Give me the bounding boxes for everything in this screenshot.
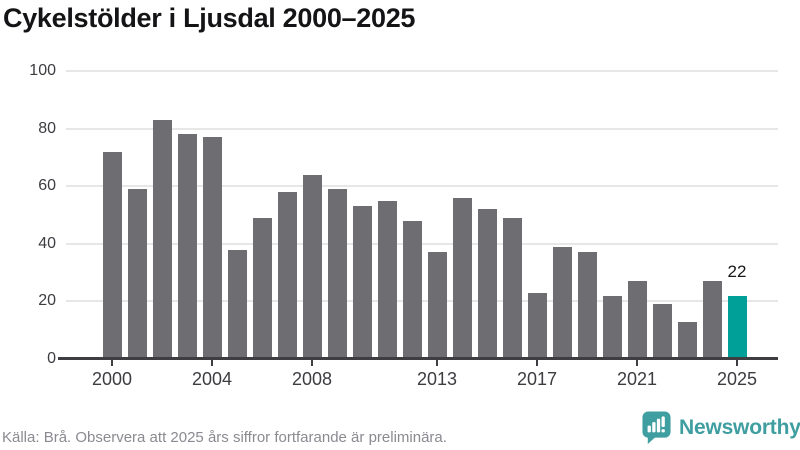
bar-2005: [228, 250, 247, 359]
bar-2006: [253, 218, 272, 359]
bar-2013: [428, 252, 447, 359]
bar-2007: [278, 192, 297, 359]
bar-2001: [128, 189, 147, 359]
x-axis-tick-2013: [436, 360, 438, 366]
x-axis-tick-label: 2000: [91, 369, 133, 389]
bar-2023: [678, 322, 697, 359]
newsworthy-logo-text: Newsworthy: [679, 415, 800, 439]
gridline-y-20: [66, 300, 778, 302]
bar-2025: [728, 296, 747, 359]
x-axis-tick-label: 2025: [716, 369, 758, 389]
bar-2008: [303, 175, 322, 359]
gridline-y-40: [66, 243, 778, 245]
newsworthy-logo[interactable]: Newsworthy: [641, 410, 800, 445]
y-axis-tick-label: 20: [38, 292, 56, 309]
bar-2000: [103, 152, 122, 359]
bar-2003: [178, 134, 197, 359]
bar-2015: [478, 209, 497, 359]
y-axis-tick-label: 0: [47, 350, 56, 367]
bar-2016: [503, 218, 522, 359]
x-axis-tick-label: 2004: [191, 369, 233, 389]
source-note: Källa: Brå. Observera att 2025 års siffr…: [2, 429, 447, 446]
bar-2022: [653, 304, 672, 359]
bar-2011: [378, 201, 397, 359]
bar-2017: [528, 293, 547, 359]
x-axis-tick-label: 2013: [416, 369, 458, 389]
x-axis-tick-label: 2017: [516, 369, 558, 389]
x-axis-tick-label: 2021: [616, 369, 658, 389]
x-axis-tick-2000: [111, 360, 113, 366]
x-axis-tick-2017: [536, 360, 538, 366]
bar-2004: [203, 137, 222, 359]
highlight-value-label: 22: [727, 262, 747, 281]
bar-2018: [553, 247, 572, 359]
gridline-y-100: [66, 70, 778, 72]
x-axis-tick-2025: [736, 360, 738, 366]
bar-2019: [578, 252, 597, 359]
bar-2020: [603, 296, 622, 359]
y-axis-tick-label: 60: [38, 177, 56, 194]
y-axis-tick-label: 40: [38, 235, 56, 252]
bar-2009: [328, 189, 347, 359]
x-axis-line: [58, 357, 778, 360]
x-axis-tick-2004: [211, 360, 213, 366]
gridline-y-80: [66, 128, 778, 130]
y-axis-tick-label: 80: [38, 120, 56, 137]
chart-title: Cykelstölder i Ljusdal 2000–2025: [3, 3, 416, 33]
bar-2021: [628, 281, 647, 359]
gridline-y-60: [66, 185, 778, 187]
x-axis-tick-2008: [311, 360, 313, 366]
bar-2002: [153, 120, 172, 359]
bar-2014: [453, 198, 472, 359]
y-axis-tick-label: 100: [29, 62, 56, 79]
x-axis-tick-2021: [636, 360, 638, 366]
bar-2012: [403, 221, 422, 359]
bar-2024: [703, 281, 722, 359]
x-axis-tick-label: 2008: [291, 369, 333, 389]
bar-2010: [353, 206, 372, 359]
bar-chart-speech-bubble-icon: [642, 411, 671, 444]
